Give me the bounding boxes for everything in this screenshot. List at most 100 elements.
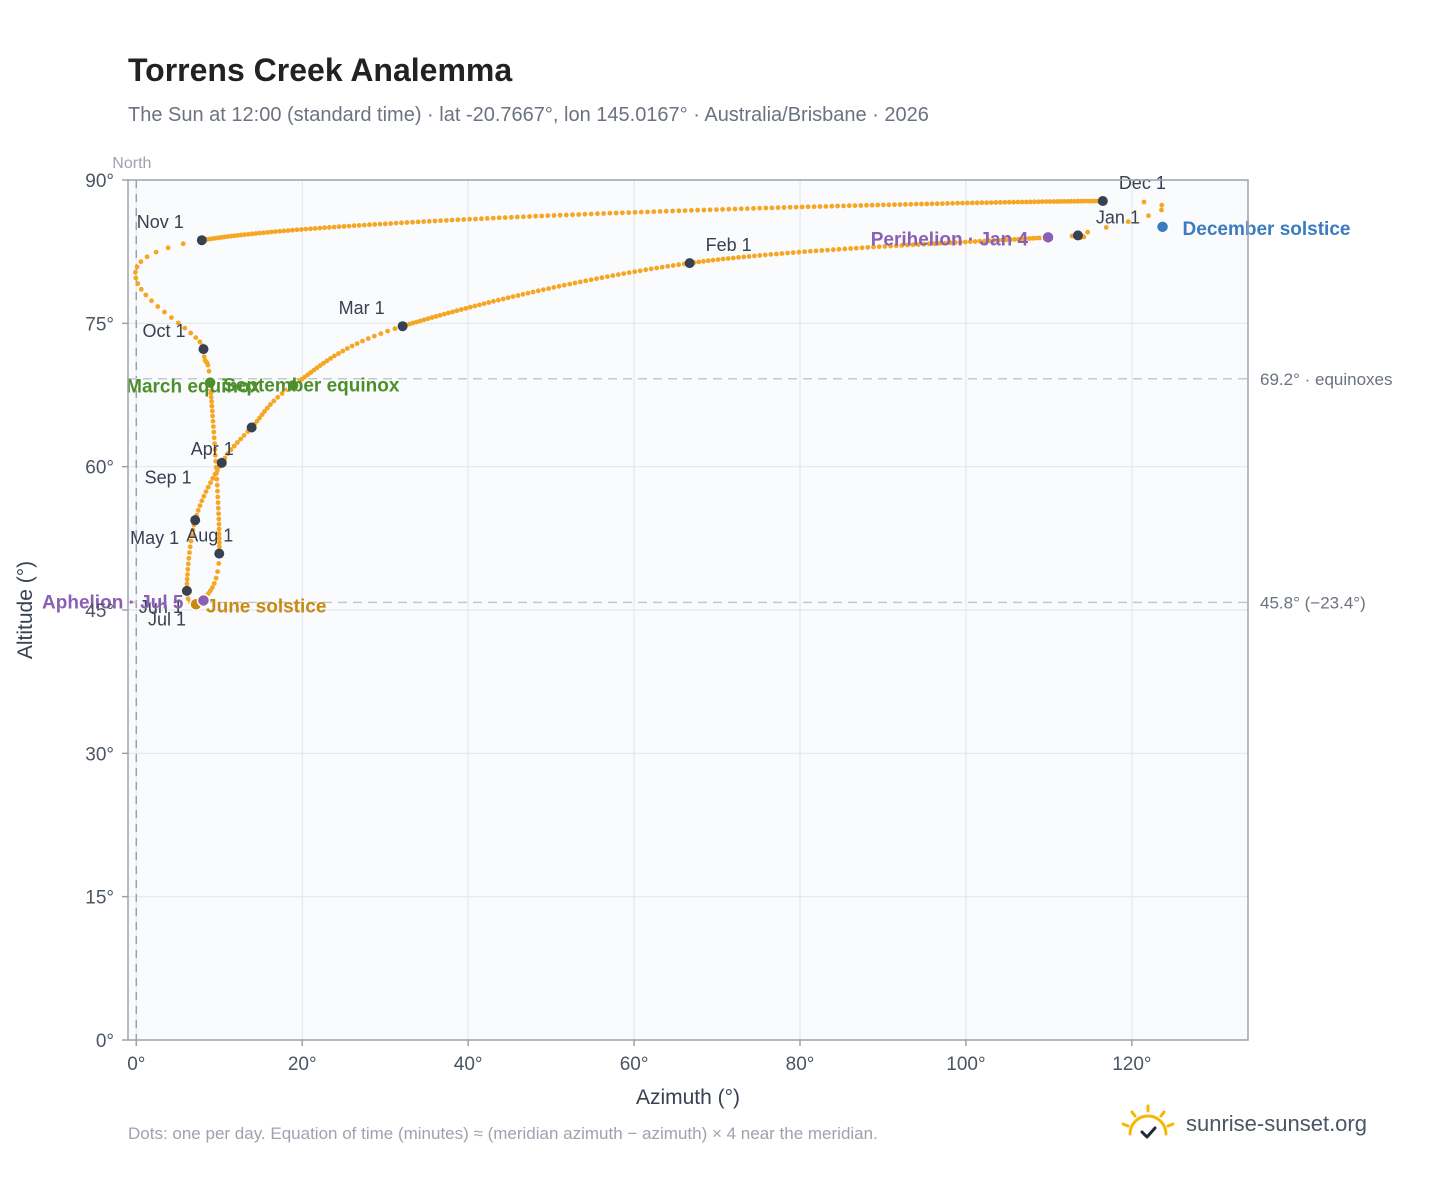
day-dot: [637, 268, 643, 274]
day-dot: [216, 531, 222, 537]
month-marker: [190, 515, 201, 526]
day-dot: [372, 222, 378, 227]
day-dot: [787, 204, 793, 210]
day-dot: [332, 353, 337, 359]
day-dot: [324, 358, 330, 364]
day-dot: [184, 576, 190, 582]
day-dot: [392, 326, 398, 332]
day-dot: [963, 239, 968, 245]
day-dot: [433, 314, 439, 319]
day-dot: [705, 258, 711, 264]
day-dot: [415, 219, 421, 225]
day-dot: [567, 281, 573, 287]
day-dot: [520, 291, 526, 297]
day-dot: [228, 447, 234, 453]
day-dot: [203, 489, 209, 494]
day-dot: [607, 210, 613, 216]
day-dot: [774, 251, 779, 257]
day-dot: [852, 203, 858, 209]
analemma-path: [133, 198, 1165, 609]
day-dot: [165, 245, 171, 251]
day-dot: [214, 476, 220, 482]
day-dot: [757, 205, 762, 211]
day-dot: [919, 201, 924, 207]
day-dot: [449, 217, 455, 223]
day-dot: [1011, 199, 1016, 205]
day-dot: [835, 203, 840, 209]
day-dot: [701, 207, 707, 213]
month-marker: [1097, 196, 1108, 207]
event-marker: [286, 378, 300, 393]
day-dot: [899, 243, 905, 248]
event-label: Aphelion · Jul 5: [42, 592, 184, 613]
x-tick-label: 40°: [454, 1054, 483, 1075]
day-dot: [185, 596, 191, 602]
day-dot: [942, 240, 948, 246]
day-dot: [695, 207, 700, 213]
event-label: Perihelion · Jan 4: [871, 229, 1029, 250]
day-dot: [235, 233, 241, 238]
day-dot: [576, 212, 582, 217]
brand-link[interactable]: sunrise-sunset.org: [1120, 1104, 1367, 1144]
month-label: May 1: [130, 528, 179, 548]
day-dot: [271, 398, 277, 404]
day-dot: [472, 303, 478, 309]
day-dot: [426, 218, 432, 224]
day-dot: [620, 210, 625, 216]
day-dot: [972, 239, 978, 244]
day-dot: [799, 204, 805, 210]
day-dot: [599, 275, 605, 281]
day-dot: [757, 253, 763, 258]
day-dot: [134, 264, 140, 270]
chart-subtitle: The Sun at 12:00 (standard time) · lat -…: [128, 104, 929, 126]
day-dot: [249, 231, 255, 237]
day-dot: [682, 208, 688, 214]
day-dot: [144, 254, 150, 260]
day-dot: [294, 227, 300, 233]
day-dot: [940, 201, 945, 207]
day-dot: [651, 209, 657, 215]
day-dot: [796, 249, 802, 255]
day-dot: [932, 241, 937, 247]
month-marker: [181, 585, 192, 596]
x-tick-label: 0°: [127, 1054, 145, 1075]
reference-line-label: 69.2° · equinoxes: [1260, 370, 1393, 389]
day-dot: [802, 249, 807, 255]
day-dot: [541, 287, 546, 293]
day-dot: [491, 298, 496, 304]
day-dot: [336, 224, 342, 230]
day-dot: [187, 544, 193, 550]
day-dot: [290, 227, 295, 233]
day-dot: [846, 203, 852, 209]
day-dot: [211, 581, 217, 586]
day-dot: [216, 561, 222, 566]
day-dot: [188, 330, 194, 336]
day-dot: [242, 232, 248, 238]
y-tick-label: 45°: [85, 601, 114, 622]
day-dot: [974, 200, 980, 206]
day-dot: [437, 312, 443, 318]
day-dot: [903, 202, 908, 207]
day-dot: [514, 214, 520, 220]
day-dot: [138, 286, 144, 292]
day-dot: [958, 239, 963, 245]
day-dot: [205, 484, 211, 490]
day-dot: [779, 251, 785, 256]
day-dot: [888, 243, 893, 249]
day-dot: [858, 203, 864, 208]
day-dot: [546, 286, 551, 291]
event-label: June solstice: [206, 596, 326, 617]
day-dot: [762, 252, 768, 258]
day-dot: [455, 217, 461, 223]
day-dot: [209, 403, 215, 409]
day-dot: [701, 258, 706, 264]
month-label: Nov 1: [137, 212, 184, 232]
day-dot: [924, 201, 930, 207]
x-axis-label: Azimuth (°): [636, 1086, 740, 1109]
day-dot: [905, 242, 910, 248]
day-dot: [1051, 199, 1056, 204]
day-dot: [897, 202, 903, 207]
day-dot: [217, 540, 222, 545]
day-dot: [645, 209, 650, 215]
